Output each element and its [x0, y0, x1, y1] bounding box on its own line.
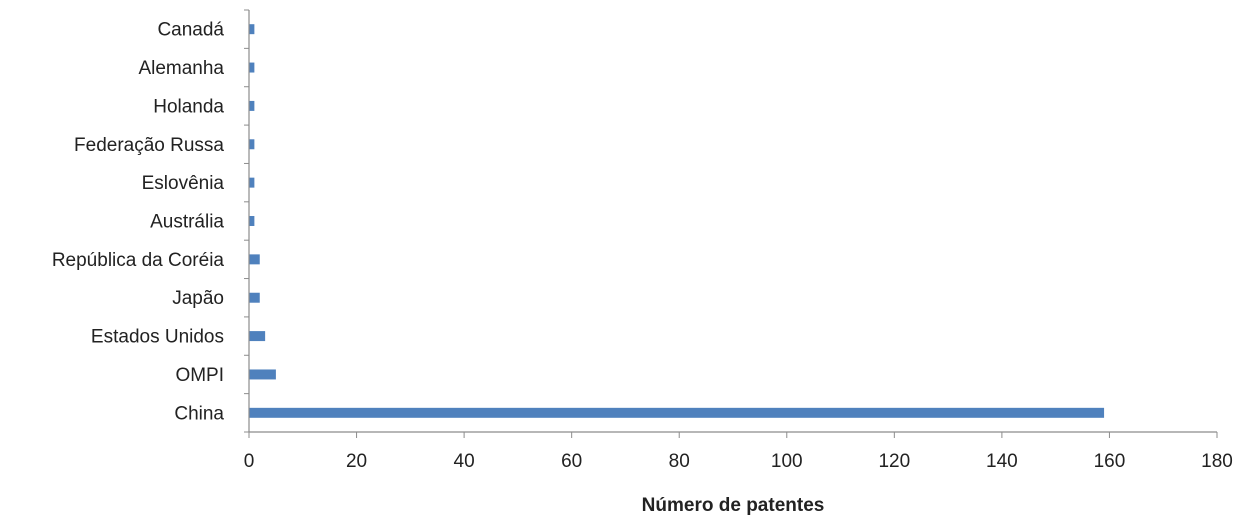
x-tick-label-120: 120: [878, 451, 910, 472]
bar-eslovenia: [249, 177, 255, 188]
axes: [248, 10, 1217, 433]
category-label-australia: Austrália: [150, 212, 224, 233]
bar-federacao-russa: [249, 139, 255, 150]
category-label-china: China: [174, 403, 224, 424]
bars-group: [249, 24, 1105, 418]
category-label-ompi: OMPI: [175, 365, 224, 386]
x-ticks: 0 20 40 60 80 100 120 140 160 180: [244, 432, 1233, 472]
x-tick-label-60: 60: [561, 451, 582, 472]
bar-ompi: [249, 369, 276, 380]
x-tick-label-80: 80: [669, 451, 690, 472]
category-label-estados-unidos: Estados Unidos: [91, 327, 224, 348]
category-labels: China OMPI Estados Unidos Japão República da…: [52, 9, 249, 433]
x-tick-label-0: 0: [244, 451, 255, 472]
bar-holanda: [249, 100, 255, 111]
bar-estados-unidos: [249, 331, 266, 342]
x-tick-label-160: 160: [1094, 451, 1126, 472]
x-tick-label-180: 180: [1201, 451, 1233, 472]
x-tick-label-40: 40: [454, 451, 475, 472]
bar-canada: [249, 24, 255, 35]
category-label-eslovenia: Eslovênia: [142, 173, 225, 194]
x-tick-label-20: 20: [346, 451, 367, 472]
x-tick-label-140: 140: [986, 451, 1018, 472]
category-label-republica-da-coreia: República da Coréia: [52, 250, 225, 271]
bar-japao: [249, 292, 260, 303]
bar-australia: [249, 216, 255, 226]
category-label-alemanha: Alemanha: [138, 58, 224, 79]
bar-china: [249, 407, 1105, 418]
bar-alemanha: [249, 62, 255, 73]
category-label-canada: Canadá: [157, 20, 224, 41]
x-axis-title: Número de patentes: [642, 495, 825, 516]
x-tick-label-100: 100: [771, 451, 803, 472]
category-label-federacao-russa: Federação Russa: [74, 135, 224, 156]
bar-republica-da-coreia: [249, 254, 260, 265]
category-label-holanda: Holanda: [153, 96, 224, 117]
category-label-japao: Japão: [172, 288, 224, 309]
